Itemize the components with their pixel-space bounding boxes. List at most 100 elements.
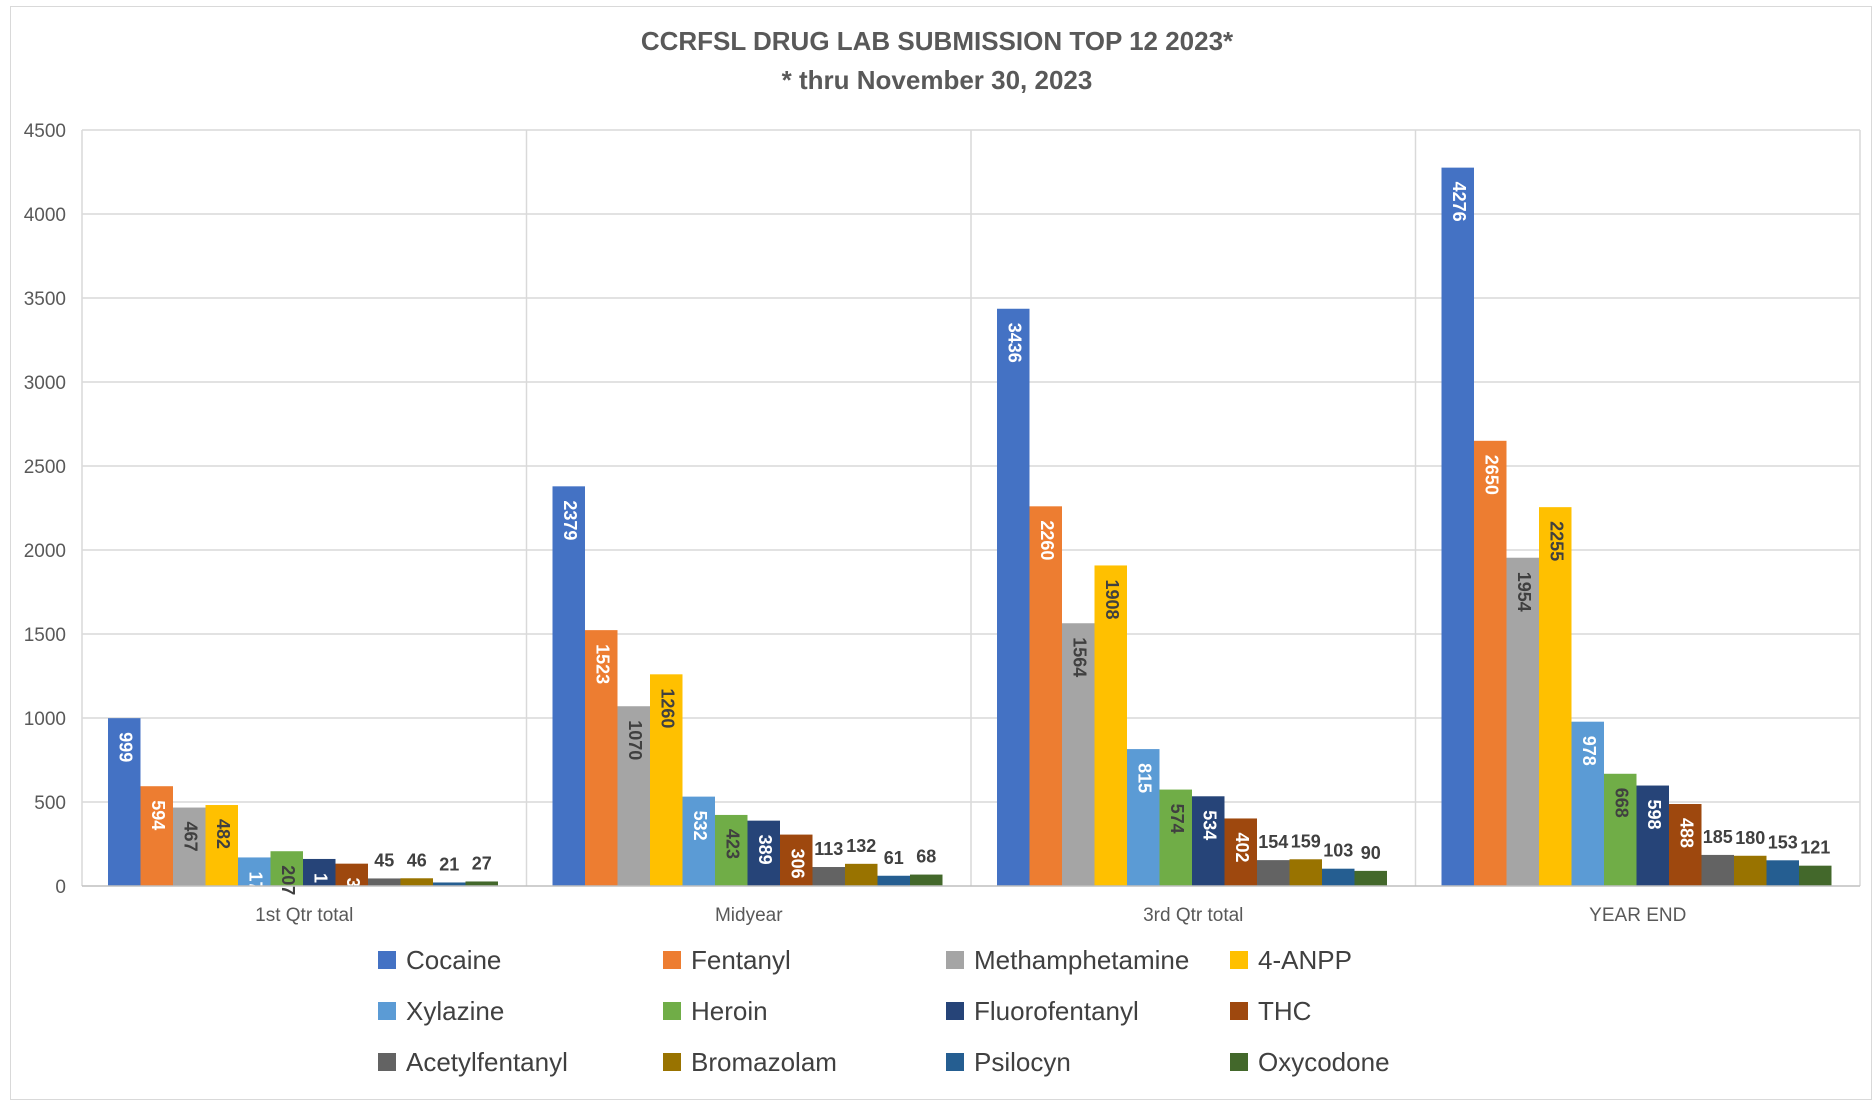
legend-swatch <box>946 1002 964 1020</box>
bar-acetylfentanyl <box>368 878 401 886</box>
data-label: 1564 <box>1070 637 1090 677</box>
data-label: 815 <box>1135 763 1155 793</box>
data-label: 978 <box>1579 736 1599 766</box>
y-tick-label: 4000 <box>24 205 66 226</box>
legend-swatch <box>663 1002 681 1020</box>
data-label: 68 <box>916 847 936 867</box>
bar-fentanyl <box>140 786 173 886</box>
bar-heroin <box>1604 773 1637 886</box>
bar-4-anpp <box>205 805 238 886</box>
x-tick-label: YEAR END <box>1589 905 1686 926</box>
bar-cocaine <box>108 718 141 886</box>
legend-item-oxycodone: Oxycodone <box>1230 1042 1390 1082</box>
bar-thc <box>1669 804 1702 886</box>
data-label: 488 <box>1677 818 1697 848</box>
data-label: 532 <box>690 811 710 841</box>
data-label: 2379 <box>560 500 580 540</box>
data-label: 467 <box>181 822 201 852</box>
bar-4-anpp <box>1539 507 1572 886</box>
bar-acetylfentanyl <box>1257 860 1290 886</box>
bar-bromazolam <box>1289 859 1322 886</box>
data-label: 574 <box>1167 804 1187 834</box>
y-tick-label: 0 <box>55 877 66 898</box>
data-label: 999 <box>116 732 136 762</box>
data-label: 103 <box>1323 841 1353 861</box>
bar-cocaine <box>997 308 1030 886</box>
bar-bromazolam <box>845 863 878 886</box>
legend-item-xylazine: Xylazine <box>378 991 504 1031</box>
data-label: 132 <box>846 836 876 856</box>
data-label: 423 <box>723 829 743 859</box>
data-label: 180 <box>1735 828 1765 848</box>
data-label: 2260 <box>1037 520 1057 560</box>
data-label: 27 <box>472 853 492 873</box>
bar-psilocyn <box>877 875 910 886</box>
data-label: 402 <box>1232 832 1252 862</box>
bar-fluorofentanyl <box>1192 796 1225 886</box>
data-label: 3 <box>343 878 363 888</box>
legend-item-cocaine: Cocaine <box>378 940 501 980</box>
legend-swatch <box>378 1002 396 1020</box>
data-label: 594 <box>148 800 168 830</box>
legend-item-fluorofentanyl: Fluorofentanyl <box>946 991 1139 1031</box>
data-label: 1 <box>311 873 331 883</box>
bar-oxycodone <box>1799 865 1832 886</box>
legend-label: Bromazolam <box>691 1046 837 1077</box>
legend-swatch <box>946 951 964 969</box>
bar-methamphetamine <box>173 807 206 886</box>
data-label: 3436 <box>1005 323 1025 363</box>
legend-swatch <box>663 1053 681 1071</box>
data-label: 4276 <box>1449 182 1469 222</box>
data-label: 61 <box>884 848 904 868</box>
bars <box>108 167 1832 886</box>
bar-methamphetamine <box>1506 557 1539 886</box>
bar-xylazine <box>682 796 715 886</box>
data-label: 1523 <box>593 644 613 684</box>
x-tick-label: 3rd Qtr total <box>1143 905 1243 926</box>
legend-label: Xylazine <box>406 995 505 1026</box>
y-tick-label: 2500 <box>24 457 66 478</box>
bar-methamphetamine <box>617 706 650 886</box>
data-label: 534 <box>1200 810 1220 840</box>
bar-heroin <box>270 851 303 886</box>
bar-psilocyn <box>1766 860 1799 886</box>
data-label: 207 <box>278 865 298 895</box>
chart-title-block: CCRFSL DRUG LAB SUBMISSION TOP 12 2023* … <box>0 22 1874 100</box>
legend-label: Psilocyn <box>974 1046 1071 1077</box>
data-label: 1908 <box>1102 579 1122 619</box>
data-label: 389 <box>755 835 775 865</box>
legend-swatch <box>663 951 681 969</box>
y-tick-label: 1500 <box>24 625 66 646</box>
legend-item-bromazolam: Bromazolam <box>663 1042 837 1082</box>
data-label: 185 <box>1703 827 1733 847</box>
data-label: 159 <box>1291 831 1321 851</box>
data-label: 306 <box>788 849 808 879</box>
data-label: 1954 <box>1514 572 1534 612</box>
legend-label: Acetylfentanyl <box>406 1046 568 1077</box>
legend-label: Fluorofentanyl <box>974 995 1139 1026</box>
data-label: 90 <box>1361 843 1381 863</box>
legend-item-methamphetamine: Methamphetamine <box>946 940 1189 980</box>
bar-heroin <box>715 814 748 886</box>
bar-fentanyl <box>1474 440 1507 886</box>
legend-label: THC <box>1258 995 1312 1026</box>
bar-psilocyn <box>433 882 466 886</box>
bar-cocaine <box>552 486 585 886</box>
legend-item-acetylfentanyl: Acetylfentanyl <box>378 1042 568 1082</box>
data-label: 21 <box>439 854 459 874</box>
y-tick-label: 3000 <box>24 373 66 394</box>
bar-thc <box>335 863 368 886</box>
axes: 0 500 1000 1500 2000 2500 3000 3500 4000 4500 1st … <box>24 121 1860 926</box>
data-label: 482 <box>213 819 233 849</box>
x-tick-label: 1st Qtr total <box>255 905 353 926</box>
legend-item-psilocyn: Psilocyn <box>946 1042 1071 1082</box>
data-label: 46 <box>407 850 427 870</box>
bar-fentanyl <box>585 630 618 886</box>
legend-swatch <box>1230 951 1248 969</box>
data-label: 1070 <box>625 720 645 760</box>
bar-fluorofentanyl <box>747 820 780 886</box>
legend-swatch <box>1230 1002 1248 1020</box>
chart-title: CCRFSL DRUG LAB SUBMISSION TOP 12 2023* <box>640 26 1234 56</box>
bar-psilocyn <box>1322 868 1355 886</box>
